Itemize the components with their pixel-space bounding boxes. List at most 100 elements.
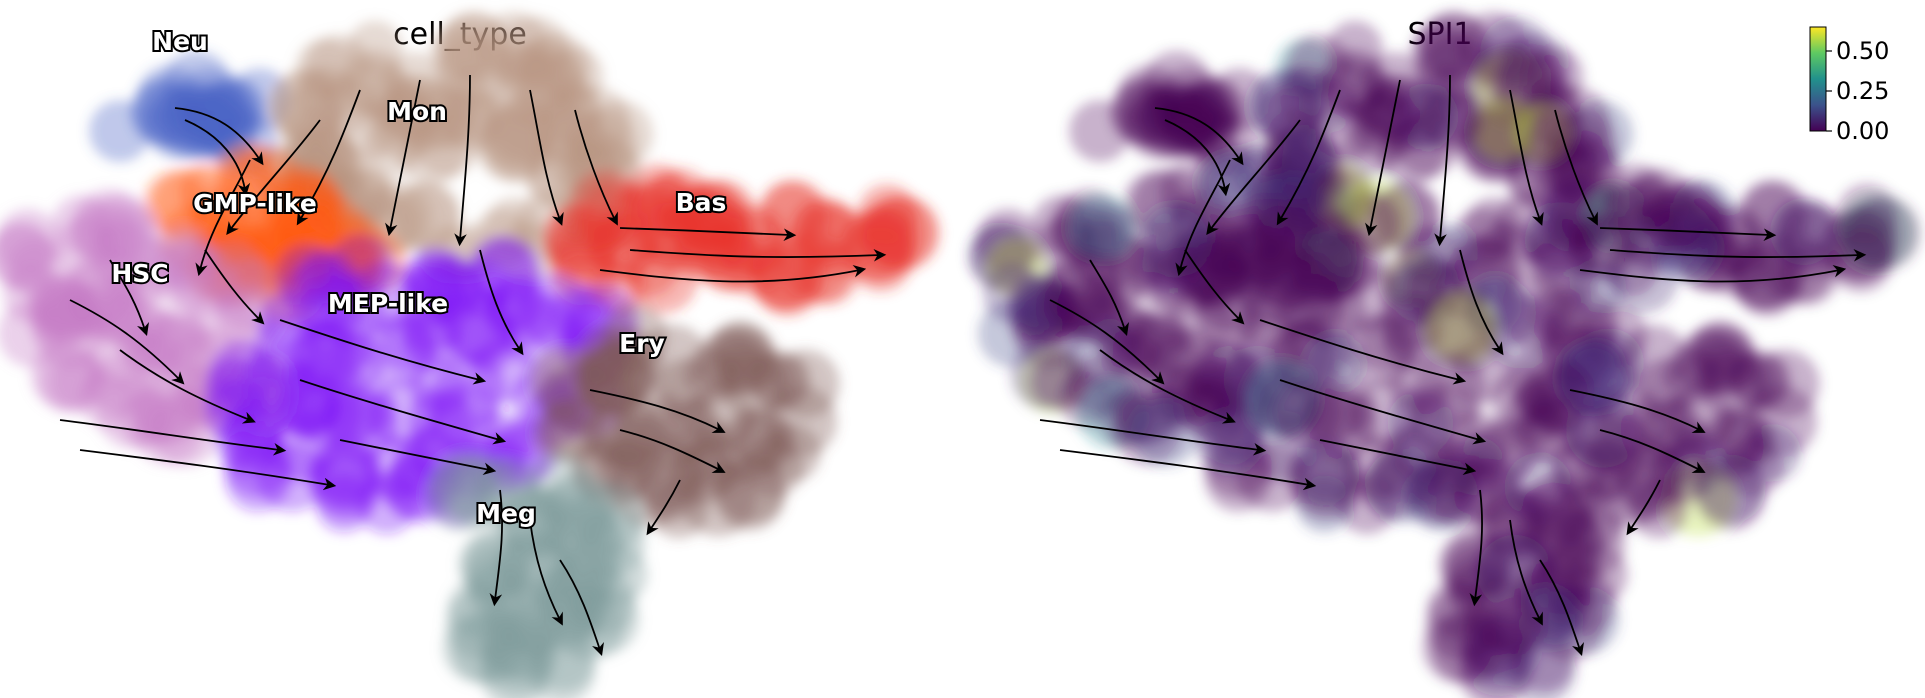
- velocity-streamline: [629, 248, 887, 262]
- velocity-streamline: [385, 79, 421, 237]
- velocity-streamline: [1509, 519, 1543, 626]
- velocity-streamline: [226, 119, 321, 236]
- cell-point: [1129, 240, 1199, 309]
- velocity-streamline: [1554, 109, 1598, 226]
- cell-point: [1130, 397, 1201, 467]
- cell-point: [547, 108, 608, 169]
- velocity-streamline: [1184, 249, 1245, 325]
- cluster-label-meg: Meg: [476, 499, 536, 528]
- velocity-streamline: [559, 559, 604, 656]
- colorbar-gradient: [1809, 26, 1827, 132]
- velocity-streamlines-left: [59, 74, 887, 656]
- cell-point: [983, 264, 1042, 324]
- cell-point: [848, 227, 913, 293]
- cell-point: [1410, 23, 1471, 84]
- velocity-streamline: [1154, 107, 1244, 166]
- velocity-streamline: [339, 439, 497, 475]
- cell-point: [484, 579, 554, 649]
- cell-point: [430, 23, 491, 84]
- velocity-streamline: [619, 227, 797, 242]
- cell-point: [1587, 412, 1651, 475]
- velocity-streamline: [79, 449, 337, 491]
- velocity-streamline: [1569, 389, 1706, 433]
- cell-point: [1343, 70, 1403, 129]
- cell-point: [1412, 352, 1487, 427]
- velocity-streamline: [1599, 227, 1777, 242]
- cell-point: [143, 86, 207, 149]
- cell-point: [1123, 86, 1187, 149]
- cluster-label-gmp-like: GMP-like: [193, 189, 317, 218]
- cell-point: [3, 264, 62, 324]
- cell-point: [1770, 198, 1838, 266]
- velocity-streamline: [119, 349, 256, 424]
- panel-spi1: SPI1 0.000.250.50: [968, 11, 1921, 698]
- velocity-streamline: [1059, 449, 1317, 491]
- velocity-streamline: [1609, 248, 1867, 262]
- cluster-label-bas: Bas: [676, 188, 727, 217]
- cell-point: [295, 65, 355, 125]
- velocity-streamline: [1579, 265, 1847, 283]
- velocity-streamline: [646, 479, 681, 536]
- cell-point: [1068, 194, 1136, 261]
- cluster-label-hsc: HSC: [111, 259, 168, 288]
- cell-point: [790, 198, 858, 266]
- cluster-label-mon: Mon: [387, 97, 447, 126]
- cell-point: [1472, 98, 1535, 160]
- cell-point: [1275, 65, 1335, 125]
- cell-point: [328, 234, 395, 301]
- velocity-streamline: [529, 519, 563, 626]
- velocity-streamline: [529, 89, 564, 226]
- cell-point: [377, 316, 434, 373]
- cell-point: [198, 242, 266, 310]
- velocity-streamline: [1049, 299, 1165, 385]
- cell-scatter-right: [968, 11, 1921, 698]
- cluster-label-neu: Neu: [152, 27, 208, 56]
- velocity-streamline: [1469, 489, 1483, 607]
- velocity-streamline: [1164, 119, 1231, 197]
- velocity-streamline: [454, 74, 471, 247]
- cell-point: [492, 98, 555, 160]
- velocity-streamline: [589, 389, 726, 433]
- velocity-streamline: [1626, 479, 1661, 536]
- velocity-streamline: [109, 259, 149, 336]
- cell-point: [30, 340, 99, 409]
- cluster-label-ery: Ery: [619, 329, 665, 358]
- cell-point: [1357, 316, 1414, 373]
- velocity-streamline: [1279, 379, 1487, 445]
- velocity-streamline: [1259, 319, 1467, 385]
- cell-point: [607, 412, 671, 475]
- velocity-streamline: [184, 119, 251, 197]
- colorbar-tick-label: 0.25: [1836, 77, 1889, 105]
- cell-point: [1272, 378, 1342, 448]
- velocity-streamline: [1099, 349, 1236, 424]
- velocity-streamline: [296, 89, 361, 226]
- velocity-streamline: [1276, 89, 1341, 226]
- velocity-streamline: [1365, 79, 1401, 237]
- cell-point: [1828, 227, 1893, 293]
- cell-point: [149, 240, 219, 309]
- velocity-streamline: [204, 249, 265, 325]
- cell-scatter-left: [0, 11, 941, 698]
- cell-point: [88, 194, 156, 261]
- velocity-streamline: [1509, 89, 1544, 226]
- cell-point: [1195, 406, 1265, 476]
- cell-point: [292, 378, 362, 448]
- velocity-streamline: [1459, 249, 1504, 356]
- velocity-streamline: [1175, 159, 1231, 277]
- cell-point: [1464, 579, 1534, 649]
- velocity-streamline: [1319, 439, 1477, 475]
- velocity-streamline: [1434, 74, 1451, 247]
- velocity-streamline: [195, 159, 251, 277]
- velocity-streamline: [299, 379, 507, 445]
- velocity-streamline: [59, 419, 287, 456]
- velocity-streamline: [69, 299, 185, 385]
- velocity-streamline: [1599, 429, 1706, 473]
- cluster-label-mep-like: MEP-like: [328, 289, 448, 318]
- cell-point: [363, 70, 423, 129]
- velocity-streamline: [599, 265, 867, 283]
- velocity-streamline: [1539, 559, 1584, 656]
- colorbar-tick-label: 0.00: [1836, 117, 1889, 145]
- velocity-streamline: [479, 249, 524, 356]
- velocity-streamlines-right: [1039, 74, 1867, 656]
